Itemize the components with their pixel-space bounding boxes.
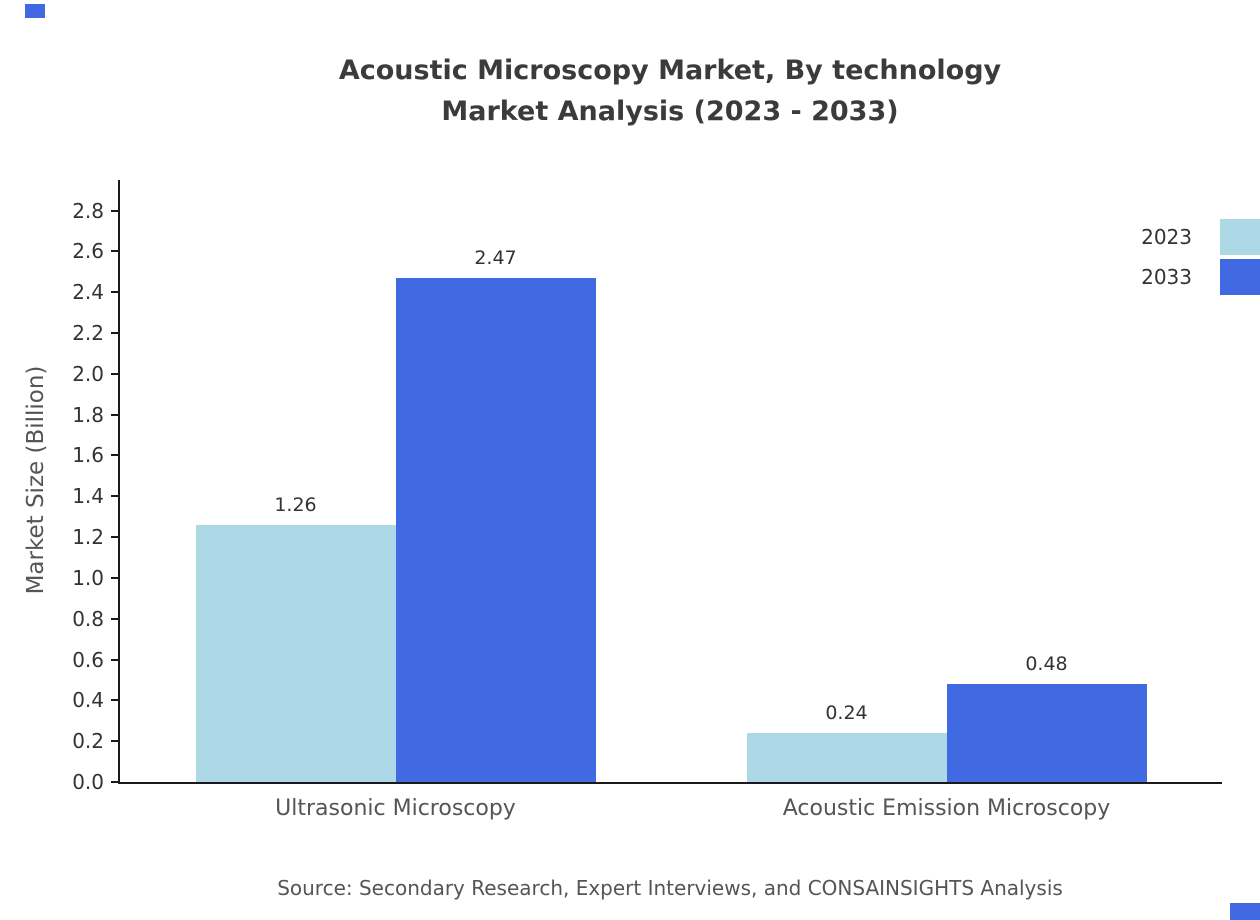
corner-mark-bottom-right (1230, 903, 1260, 920)
source-text: Source: Secondary Research, Expert Inter… (277, 876, 1063, 900)
y-tick-mark (111, 209, 118, 212)
y-tick-label: 0.8 (72, 606, 104, 631)
y-tick-mark (111, 413, 118, 416)
y-tick-label: 0.2 (72, 729, 104, 754)
y-tick-mark (111, 250, 118, 253)
y-tick-label: 1.8 (72, 402, 104, 427)
y-tick-mark (111, 576, 118, 579)
y-tick-label: 2.6 (72, 239, 104, 264)
legend: 2023 2033 (1141, 218, 1260, 298)
y-tick-label: 0.0 (72, 770, 104, 794)
y-tick-mark (111, 699, 118, 702)
bar-value-label: 0.24 (825, 702, 868, 725)
x-category-label: Acoustic Emission Microscopy (782, 796, 1111, 821)
legend-label-2023: 2023 (1141, 225, 1192, 249)
legend-label-2033: 2033 (1141, 265, 1192, 289)
y-tick-mark (111, 617, 118, 620)
y-axis-title: Market Size (Billion) (23, 365, 49, 595)
y-tick-mark (111, 536, 118, 539)
bar-2023-category-2 (746, 733, 947, 782)
legend-swatch-2033 (1220, 259, 1260, 295)
y-tick-mark (111, 454, 118, 457)
chart-title-line2: Market Analysis (2023 - 2033) (441, 96, 899, 127)
y-tick-label: 1.4 (72, 484, 104, 509)
legend-item-2023: 2023 (1141, 218, 1260, 256)
corner-mark-top-left (25, 4, 45, 18)
chart-title: Acoustic Microscopy Market, By technolog… (80, 50, 1260, 132)
bar-value-label: 0.48 (1025, 653, 1068, 676)
legend-item-2033: 2033 (1141, 258, 1260, 296)
y-tick-label: 1.0 (72, 565, 104, 590)
y-tick-label: 2.4 (72, 280, 104, 305)
x-category-label: Ultrasonic Microscopy (275, 796, 516, 821)
y-tick-label: 2.0 (72, 361, 104, 386)
chart-title-line1: Acoustic Microscopy Market, By technolog… (338, 55, 1002, 86)
bar-value-label: 2.47 (474, 246, 517, 269)
y-tick-mark (111, 740, 118, 743)
y-tick-label: 0.4 (72, 688, 104, 713)
y-tick-mark (111, 332, 118, 335)
legend-swatch-2023 (1220, 219, 1260, 255)
bar-2023-category-1 (195, 524, 396, 782)
y-tick-label: 2.2 (72, 321, 104, 346)
bar-2033-category-1 (395, 277, 596, 782)
y-tick-mark (111, 781, 118, 783)
y-tick-label: 0.6 (72, 647, 104, 672)
y-tick-mark (111, 495, 118, 498)
bar-2033-category-2 (946, 684, 1147, 782)
y-tick-label: 1.6 (72, 443, 104, 468)
y-tick-label: 2.8 (72, 198, 104, 223)
plot-area: 0.0 0.2 0.4 0.6 0.8 1.0 1.2 1.4 1.6 1.8 2.0 2.2 2.4 2… (72, 180, 1222, 821)
y-tick-mark (111, 372, 118, 375)
y-tick-label: 1.2 (72, 525, 104, 550)
y-tick-mark (111, 291, 118, 294)
y-tick-mark (111, 658, 118, 661)
bar-value-label: 1.26 (274, 493, 317, 516)
